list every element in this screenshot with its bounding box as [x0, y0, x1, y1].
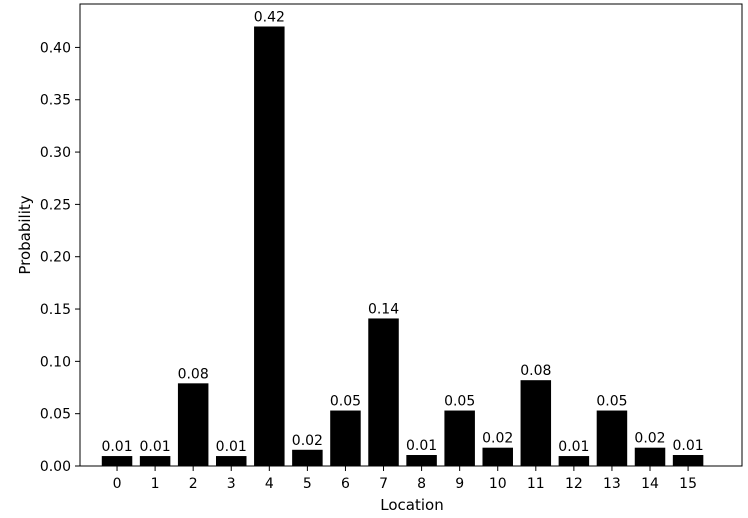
bar-5	[292, 449, 323, 466]
bar-9	[444, 410, 475, 466]
y-tick-label: 0.20	[40, 250, 71, 266]
x-tick-label: 9	[455, 476, 464, 492]
bar-value-label: 0.01	[140, 439, 171, 455]
x-tick-label: 15	[679, 476, 697, 492]
bar-labels: 0.01 0.01 0.08 0.01 0.42 0.02 0.05 0.14 0.01 0.05…	[101, 9, 703, 455]
y-axis-label: Probability	[16, 195, 34, 274]
x-tick-label: 14	[641, 476, 659, 492]
x-tick-label: 5	[303, 476, 312, 492]
bar-value-label: 0.02	[292, 433, 323, 449]
x-tick-label: 13	[603, 476, 621, 492]
bar-value-label: 0.01	[216, 439, 247, 455]
x-tick-label: 12	[565, 476, 583, 492]
bar-value-label: 0.05	[596, 394, 627, 410]
y-tick-label: 0.00	[40, 459, 71, 475]
bar-value-label: 0.01	[558, 439, 589, 455]
x-tick-label: 8	[417, 476, 426, 492]
bar-8	[406, 455, 437, 466]
x-axis-label: Location	[380, 496, 443, 514]
bar-13	[596, 410, 628, 466]
bar-7	[368, 318, 399, 466]
bar-value-label: 0.02	[482, 431, 513, 447]
bar-14	[634, 447, 666, 466]
bar-4	[254, 26, 285, 467]
y-tick-label: 0.05	[40, 407, 71, 423]
y-tick-label: 0.15	[40, 302, 71, 318]
bar-value-label: 0.42	[254, 9, 285, 25]
y-tick-label: 0.25	[40, 197, 71, 213]
bar-value-label: 0.08	[178, 366, 209, 382]
y-axis: 0.00 0.05 0.10 0.15 0.20 0.25 0.30 0.35 0.40	[40, 40, 80, 475]
y-tick-label: 0.40	[40, 40, 71, 56]
bar-value-label: 0.14	[368, 301, 399, 317]
bar-6	[330, 410, 361, 466]
bar-value-label: 0.01	[672, 438, 703, 454]
x-tick-label: 3	[227, 476, 236, 492]
bar-1	[139, 456, 171, 466]
x-tick-label: 4	[265, 476, 274, 492]
bar-15	[672, 455, 704, 466]
bar-value-label: 0.05	[330, 394, 361, 410]
bar-value-label: 0.01	[406, 438, 437, 454]
bar-0	[101, 456, 133, 466]
bar-3	[215, 456, 247, 466]
bar-2	[177, 383, 209, 466]
bar-value-label: 0.01	[101, 439, 132, 455]
bar-11	[520, 380, 552, 466]
x-tick-label: 6	[341, 476, 350, 492]
bar-12	[558, 456, 590, 466]
x-tick-label: 10	[489, 476, 507, 492]
x-tick-label: 7	[379, 476, 388, 492]
x-axis: 0 1 2 3 4 5 6 7 8 9 10 11 12 13 14 15	[113, 466, 697, 492]
x-tick-label: 1	[151, 476, 160, 492]
y-tick-label: 0.35	[40, 93, 71, 109]
x-tick-label: 11	[527, 476, 545, 492]
x-tick-label: 2	[189, 476, 198, 492]
bar-value-label: 0.08	[520, 363, 551, 379]
y-tick-label: 0.30	[40, 145, 71, 161]
bar-value-label: 0.05	[444, 394, 475, 410]
bar-value-label: 0.02	[634, 431, 665, 447]
bar-10	[482, 447, 513, 466]
bars	[101, 26, 704, 467]
y-tick-label: 0.10	[40, 354, 71, 370]
x-tick-label: 0	[113, 476, 122, 492]
